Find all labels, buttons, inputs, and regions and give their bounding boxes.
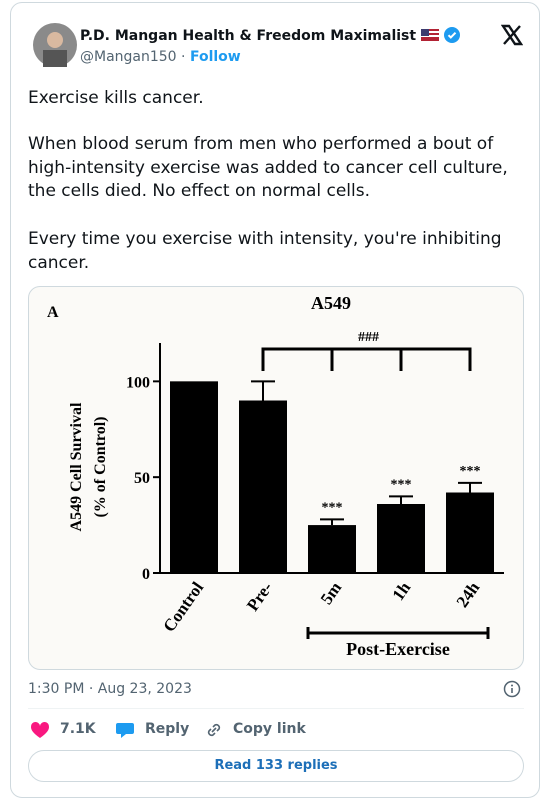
y-tick-label: 50 — [134, 470, 150, 487]
reply-button[interactable]: Reply — [145, 721, 190, 737]
significance-bracket — [261, 347, 472, 371]
bar — [446, 492, 494, 573]
bar — [170, 381, 218, 573]
group-label: Post-Exercise — [346, 639, 450, 659]
x-logo[interactable] — [501, 24, 523, 46]
like-icon[interactable] — [30, 721, 50, 739]
y-tick-label: 100 — [126, 374, 150, 391]
reply-icon[interactable] — [115, 721, 135, 739]
x-tick-label: Pre- — [243, 578, 276, 614]
x-tick-label: 24h — [453, 578, 484, 611]
info-icon[interactable] — [503, 680, 521, 698]
x-tick-label: 5m — [317, 578, 346, 607]
y-axis-label: A549 Cell Survival — [68, 402, 85, 531]
panel-label: A — [47, 304, 59, 321]
chart: A A549 A549 Cell Survival (% of Control)… — [47, 293, 504, 659]
divider — [28, 708, 524, 709]
link-icon[interactable] — [204, 721, 224, 739]
x-tick-label: 1h — [388, 578, 414, 604]
group-bracket — [306, 627, 490, 639]
x-tick-label: Control — [159, 578, 207, 635]
read-replies-button[interactable]: Read 133 replies — [28, 750, 524, 782]
tweet-text: Exercise kills cancer. — [28, 88, 204, 108]
handle-line: @Mangan150 · Follow — [80, 49, 241, 65]
author-name[interactable]: P.D. Mangan Health & Freedom Maximalist — [80, 27, 460, 44]
significance-label: *** — [391, 477, 412, 492]
name-text[interactable]: P.D. Mangan Health & Freedom Maximalist — [80, 28, 417, 44]
handle[interactable]: @Mangan150 — [80, 49, 177, 65]
separator: · — [181, 49, 186, 65]
like-count[interactable]: 7.1K — [60, 721, 96, 737]
bar — [239, 400, 287, 573]
bracket-label: ### — [358, 330, 379, 345]
bar — [308, 525, 356, 573]
tweet-image[interactable]: A A549 A549 Cell Survival (% of Control)… — [28, 286, 524, 670]
timestamp[interactable]: 1:30 PM · Aug 23, 2023 — [28, 681, 192, 697]
y-tick-label: 0 — [142, 566, 150, 583]
avatar[interactable] — [33, 23, 77, 67]
significance-label: *** — [460, 464, 481, 479]
y-axis-label: (% of Control) — [92, 416, 109, 517]
tweet-text: When blood serum from men who performed … — [28, 134, 508, 201]
significance-label: *** — [322, 500, 343, 515]
bar — [377, 504, 425, 573]
chart-title: A549 — [311, 293, 351, 313]
follow-button[interactable]: Follow — [189, 49, 241, 65]
tweet-text: Every time you exercise with intensity, … — [28, 229, 502, 273]
tweet-card — [10, 2, 540, 798]
copy-link-button[interactable]: Copy link — [233, 721, 306, 737]
